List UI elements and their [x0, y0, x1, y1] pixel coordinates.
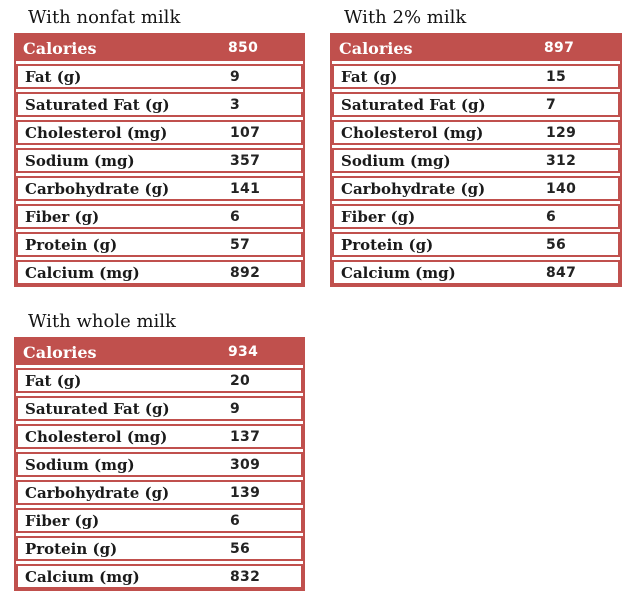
- row-label: Fiber (g): [25, 207, 100, 226]
- row-value: 107: [230, 124, 261, 141]
- row-label: Carbohydrate (g): [341, 179, 486, 198]
- table-header-row: Calories 850: [16, 35, 303, 61]
- row-value: 15: [546, 68, 567, 85]
- nutrition-table-whole-milk: With whole milk Calories 934 Fat (g) 20 Sa…: [14, 311, 305, 591]
- table-row: Cholesterol (mg) 129: [332, 120, 620, 145]
- table-row: Sodium (mg) 312: [332, 148, 620, 173]
- table-header-row: Calories 934: [16, 339, 303, 365]
- nutrition-table-nonfat-milk: With nonfat milk Calories 850 Fat (g) 9 Sa…: [14, 7, 305, 287]
- row-label: Fat (g): [25, 371, 82, 390]
- row-label: Saturated Fat (g): [25, 95, 170, 114]
- row-value: 141: [230, 180, 261, 197]
- table-row: Saturated Fat (g) 9: [16, 396, 303, 421]
- row-label: Protein (g): [25, 235, 118, 254]
- row-label: Cholesterol (mg): [25, 427, 168, 446]
- row-value: 140: [546, 180, 577, 197]
- row-label: Fat (g): [25, 67, 82, 86]
- row-value: 832: [230, 568, 261, 585]
- table-row: Protein (g) 57: [16, 232, 303, 257]
- row-label: Sodium (mg): [25, 455, 135, 474]
- table-row: Carbohydrate (g) 140: [332, 176, 620, 201]
- nutrition-table-2-percent-milk: With 2% milk Calories 897 Fat (g) 15 Satur…: [330, 7, 622, 287]
- row-label: Cholesterol (mg): [341, 123, 484, 142]
- nutrition-table: Calories 934 Fat (g) 20 Saturated Fat (g) 9…: [14, 337, 305, 591]
- row-value: 7: [546, 96, 557, 113]
- row-value: 57: [230, 236, 251, 253]
- nutrition-table: Calories 850 Fat (g) 9 Saturated Fat (g) 3 C…: [14, 33, 305, 287]
- table-row: Fat (g) 9: [16, 64, 303, 89]
- row-value: 56: [230, 540, 251, 557]
- table-row: Calcium (mg) 832: [16, 564, 303, 589]
- table-header-row: Calories 897: [332, 35, 620, 61]
- table-row: Fiber (g) 6: [16, 204, 303, 229]
- header-label: Calories: [339, 38, 413, 58]
- row-value: 20: [230, 372, 251, 389]
- table-row: Fiber (g) 6: [16, 508, 303, 533]
- row-label: Saturated Fat (g): [341, 95, 486, 114]
- table-title: With nonfat milk: [28, 7, 181, 28]
- table-row: Fiber (g) 6: [332, 204, 620, 229]
- row-label: Calcium (mg): [341, 263, 456, 282]
- table-row: Protein (g) 56: [332, 232, 620, 257]
- table-body: Fat (g) 9 Saturated Fat (g) 3 Cholesterol (m…: [16, 64, 303, 285]
- table-row: Carbohydrate (g) 141: [16, 176, 303, 201]
- table-row: Sodium (mg) 357: [16, 148, 303, 173]
- table-row: Cholesterol (mg) 107: [16, 120, 303, 145]
- table-row: Sodium (mg) 309: [16, 452, 303, 477]
- row-label: Carbohydrate (g): [25, 179, 170, 198]
- row-value: 847: [546, 264, 577, 281]
- table-row: Protein (g) 56: [16, 536, 303, 561]
- row-value: 357: [230, 152, 261, 169]
- row-value: 312: [546, 152, 577, 169]
- header-label: Calories: [23, 342, 97, 362]
- table-row: Fat (g) 15: [332, 64, 620, 89]
- table-row: Calcium (mg) 847: [332, 260, 620, 285]
- table-body: Fat (g) 15 Saturated Fat (g) 7 Cholesterol (…: [332, 64, 620, 285]
- row-label: Fiber (g): [341, 207, 416, 226]
- header-label: Calories: [23, 38, 97, 58]
- row-label: Fat (g): [341, 67, 398, 86]
- header-value: 934: [228, 344, 259, 360]
- table-row: Saturated Fat (g) 3: [16, 92, 303, 117]
- row-label: Sodium (mg): [341, 151, 451, 170]
- table-row: Saturated Fat (g) 7: [332, 92, 620, 117]
- table-row: Fat (g) 20: [16, 368, 303, 393]
- row-label: Protein (g): [25, 539, 118, 558]
- header-value: 850: [228, 40, 259, 56]
- row-label: Cholesterol (mg): [25, 123, 168, 142]
- row-label: Carbohydrate (g): [25, 483, 170, 502]
- row-value: 6: [230, 208, 241, 225]
- row-value: 9: [230, 400, 241, 417]
- table-title: With 2% milk: [344, 7, 467, 28]
- table-row: Cholesterol (mg) 137: [16, 424, 303, 449]
- row-value: 3: [230, 96, 241, 113]
- nutrition-table: Calories 897 Fat (g) 15 Saturated Fat (g) 7…: [330, 33, 622, 287]
- table-title: With whole milk: [28, 311, 176, 332]
- row-label: Calcium (mg): [25, 567, 140, 586]
- row-label: Sodium (mg): [25, 151, 135, 170]
- row-value: 892: [230, 264, 261, 281]
- row-value: 6: [230, 512, 241, 529]
- row-value: 9: [230, 68, 241, 85]
- row-label: Fiber (g): [25, 511, 100, 530]
- row-value: 139: [230, 484, 261, 501]
- row-label: Protein (g): [341, 235, 434, 254]
- row-value: 309: [230, 456, 261, 473]
- row-value: 56: [546, 236, 567, 253]
- table-row: Calcium (mg) 892: [16, 260, 303, 285]
- row-value: 137: [230, 428, 261, 445]
- row-value: 129: [546, 124, 577, 141]
- header-value: 897: [544, 40, 575, 56]
- table-body: Fat (g) 20 Saturated Fat (g) 9 Cholesterol (…: [16, 368, 303, 589]
- row-value: 6: [546, 208, 557, 225]
- row-label: Calcium (mg): [25, 263, 140, 282]
- row-label: Saturated Fat (g): [25, 399, 170, 418]
- table-row: Carbohydrate (g) 139: [16, 480, 303, 505]
